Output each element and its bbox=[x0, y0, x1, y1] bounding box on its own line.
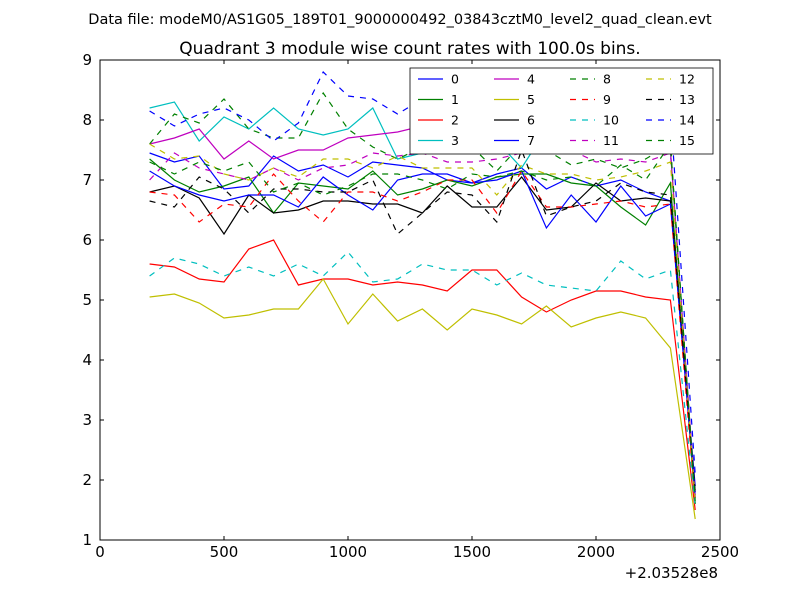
legend-label-0: 0 bbox=[451, 72, 459, 87]
series-line-6 bbox=[149, 176, 696, 493]
x-tick-label: 2500 bbox=[701, 543, 739, 561]
series-line-3 bbox=[149, 101, 696, 499]
y-tick-label: 2 bbox=[82, 471, 92, 489]
series-line-8 bbox=[149, 91, 696, 505]
chart-suptitle: Data file: modeM0/AS1G05_189T01_90000004… bbox=[88, 12, 712, 28]
series-line-12 bbox=[149, 143, 696, 502]
chart-title: Quadrant 3 module wise count rates with … bbox=[179, 39, 640, 59]
legend-label-6: 6 bbox=[527, 113, 535, 128]
y-tick-label: 7 bbox=[82, 171, 92, 189]
legend-label-8: 8 bbox=[603, 72, 611, 87]
y-tick-label: 9 bbox=[82, 51, 92, 69]
legend-label-11: 11 bbox=[603, 133, 619, 148]
legend-label-5: 5 bbox=[527, 92, 535, 107]
y-tick-label: 5 bbox=[82, 291, 92, 309]
series-line-15 bbox=[149, 142, 696, 502]
legend-label-14: 14 bbox=[679, 113, 695, 128]
legend-frame bbox=[409, 67, 714, 155]
series-line-7 bbox=[149, 170, 696, 496]
legend-label-2: 2 bbox=[451, 113, 459, 128]
series-line-9 bbox=[149, 169, 696, 505]
series-line-0 bbox=[149, 152, 696, 487]
legend-label-1: 1 bbox=[451, 92, 459, 107]
x-tick-label: 0 bbox=[95, 543, 105, 561]
legend-label-3: 3 bbox=[451, 133, 459, 148]
x-tick-label: 500 bbox=[210, 543, 239, 561]
series-line-2 bbox=[149, 239, 696, 511]
legend-label-10: 10 bbox=[603, 113, 619, 128]
legend-label-7: 7 bbox=[527, 133, 535, 148]
y-tick-label: 3 bbox=[82, 411, 92, 429]
y-tick-label: 4 bbox=[82, 351, 92, 369]
series-line-5 bbox=[149, 277, 696, 520]
x-tick-label: 2000 bbox=[577, 543, 615, 561]
series-line-10 bbox=[149, 251, 696, 508]
legend-label-15: 15 bbox=[679, 133, 695, 148]
legend-label-4: 4 bbox=[527, 72, 535, 87]
y-tick-label: 8 bbox=[82, 111, 92, 129]
legend-label-9: 9 bbox=[603, 92, 611, 107]
series-line-1 bbox=[149, 158, 696, 505]
legend-label-13: 13 bbox=[679, 92, 695, 107]
x-tick-label: 1000 bbox=[329, 543, 367, 561]
y-tick-label: 1 bbox=[82, 531, 92, 549]
x-offset-label: +2.03528e8 bbox=[625, 564, 718, 582]
y-tick-label: 6 bbox=[82, 231, 92, 249]
legend-label-12: 12 bbox=[679, 72, 695, 87]
x-tick-label: 1500 bbox=[453, 543, 491, 561]
